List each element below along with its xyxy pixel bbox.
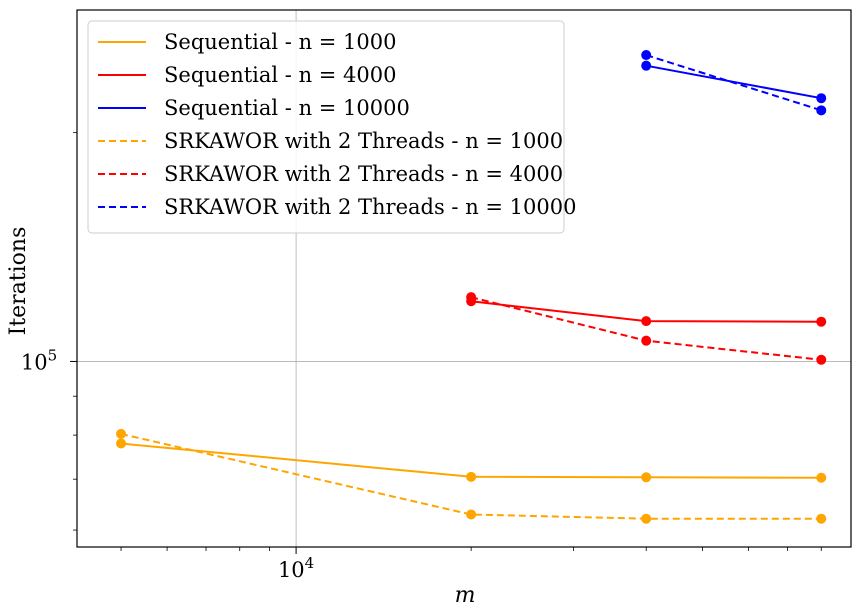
data-point (816, 93, 827, 104)
legend-label: Sequential - n = 4000 (164, 63, 397, 87)
series-1 (116, 438, 827, 483)
data-point (641, 316, 652, 327)
data-point (641, 472, 652, 483)
data-point (466, 471, 477, 482)
data-point (816, 316, 827, 327)
x-axis-label: m (455, 583, 476, 608)
data-point (641, 60, 652, 71)
series-4 (116, 428, 827, 524)
data-point (641, 335, 652, 346)
data-point (641, 50, 652, 61)
data-point (816, 105, 827, 116)
legend-label: SRKAWOR with 2 Threads - n = 4000 (164, 162, 563, 186)
legend-label: SRKAWOR with 2 Threads - n = 1000 (164, 129, 563, 153)
series-5 (466, 292, 827, 365)
data-point (816, 513, 827, 524)
data-point (116, 438, 127, 449)
legend-label: Sequential - n = 10000 (164, 96, 410, 120)
y-tick-exponent: 5 (48, 346, 58, 364)
series-line (120, 432, 822, 520)
y-tick-label: 105 (21, 346, 57, 374)
series-line (120, 442, 822, 479)
data-point (641, 513, 652, 524)
legend: Sequential - n = 1000 Sequential - n = 40… (87, 20, 576, 234)
y-axis-label: Iterations (6, 227, 31, 336)
plot-frame (76, 9, 852, 548)
legend-label: SRKAWOR with 2 Threads - n = 10000 (164, 195, 576, 219)
y-tick-base: 10 (21, 350, 48, 374)
data-point (466, 292, 477, 303)
x-tick-base: 10 (278, 558, 305, 582)
legend-box (87, 20, 565, 234)
x-tick-label: 104 (278, 554, 314, 582)
series-6 (641, 50, 827, 116)
data-point (116, 428, 127, 439)
data-point (816, 354, 827, 365)
x-tick-exponent: 4 (305, 554, 315, 572)
data-point (466, 509, 477, 520)
series-line (645, 54, 822, 112)
series-layer (116, 50, 827, 524)
legend-label: Sequential - n = 1000 (164, 30, 397, 54)
data-point (816, 472, 827, 483)
